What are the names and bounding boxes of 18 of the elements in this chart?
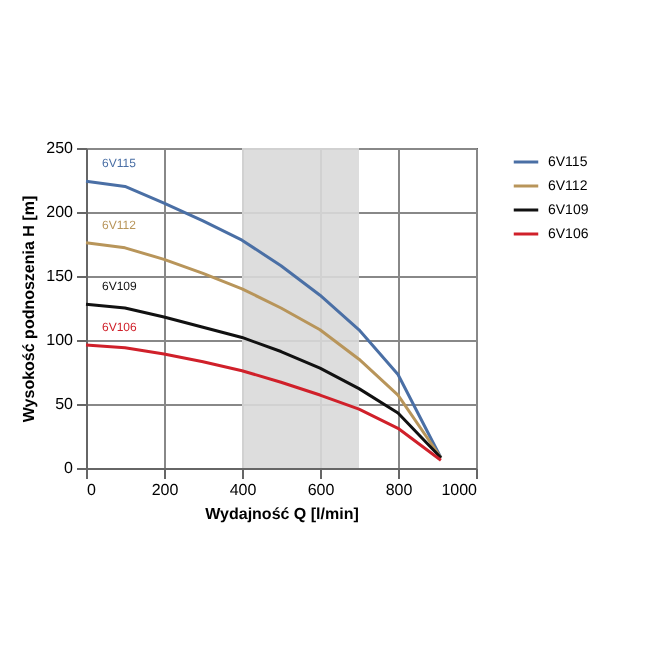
y-axis-title: Wysokość podnoszenia H [m]: [20, 195, 39, 423]
y-tick-label: 50: [55, 395, 75, 413]
y-tick-label: 0: [64, 459, 75, 477]
line-series: [84, 179, 443, 460]
line-series: [84, 343, 443, 462]
y-tick-label: 100: [46, 331, 75, 349]
x-tick-label: 400: [229, 481, 258, 499]
x-tick-label: 1000: [441, 481, 479, 499]
y-tick-label: 200: [46, 203, 75, 221]
line-series: [84, 241, 443, 460]
x-tick-label: 200: [151, 481, 180, 499]
x-tick-label: 0: [87, 481, 97, 499]
x-tick-label: 800: [385, 481, 414, 499]
x-axis-title: Wydajność Q [l/min]: [205, 505, 360, 523]
x-tick-label: 600: [307, 481, 336, 499]
y-tick-label: 250: [46, 139, 75, 157]
line-series: [84, 302, 443, 460]
y-tick-label: 150: [46, 267, 75, 285]
